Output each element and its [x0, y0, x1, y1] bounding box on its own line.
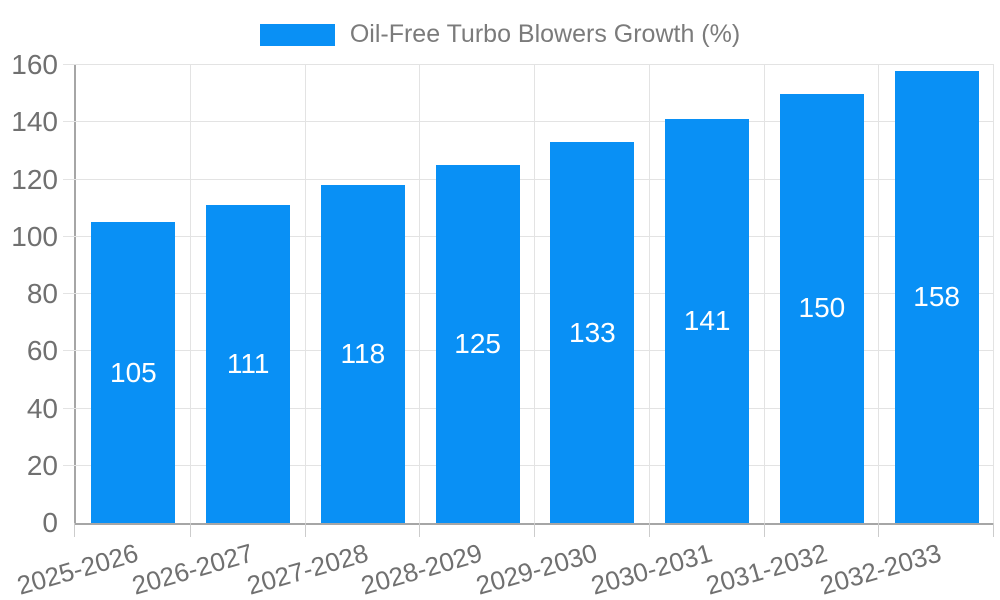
y-gridline [63, 121, 994, 123]
legend-label: Oil-Free Turbo Blowers Growth (%) [349, 20, 741, 48]
x-tick-mark [189, 523, 191, 537]
x-tick-label: 2031-2032 [702, 537, 831, 600]
y-tick-label: 140 [11, 106, 58, 138]
bar-2029-2030[interactable]: 133 [550, 142, 635, 523]
x-tick-label: 2030-2031 [587, 537, 716, 600]
bar-value-label: 111 [226, 348, 270, 380]
bar-2027-2028[interactable]: 118 [320, 185, 405, 523]
x-gridline [419, 65, 421, 523]
legend-swatch-icon [259, 23, 335, 46]
bar-value-label: 150 [798, 292, 846, 324]
x-gridline [763, 65, 765, 523]
y-tick-label: 160 [11, 49, 58, 80]
bar-2026-2027[interactable]: 111 [206, 205, 291, 523]
x-tick-mark [304, 523, 306, 537]
bar-2028-2029[interactable]: 125 [435, 165, 520, 523]
x-tick-mark [878, 523, 880, 537]
y-gridline [63, 407, 994, 409]
x-tick-label: 2027-2028 [243, 537, 372, 600]
bar-value-label: 125 [454, 328, 501, 360]
x-tick-mark [648, 523, 650, 537]
x-gridline [189, 65, 191, 523]
y-tick-label: 60 [26, 335, 58, 367]
y-gridline [63, 64, 994, 65]
x-gridline [534, 65, 535, 523]
bar-value-label: 105 [110, 356, 157, 388]
y-gridline [63, 350, 994, 352]
x-tick-label: 2026-2027 [128, 537, 257, 600]
x-gridline [878, 65, 880, 523]
bar-2031-2032[interactable]: 150 [779, 93, 864, 523]
x-tick-mark [419, 523, 421, 537]
y-tick-label: 20 [26, 449, 58, 481]
legend[interactable]: Oil-Free Turbo Blowers Growth (%) [0, 20, 1000, 49]
x-gridline [304, 65, 306, 523]
bar-value-label: 141 [683, 305, 731, 337]
bar-value-label: 158 [913, 280, 960, 312]
y-gridline [63, 178, 994, 180]
x-tick-label: 2028-2029 [357, 537, 486, 600]
x-tick-mark [534, 523, 535, 537]
y-gridline [63, 464, 994, 466]
y-gridline [63, 293, 994, 294]
y-gridline [63, 235, 994, 237]
y-tick-label: 120 [11, 163, 58, 195]
y-tick-label: 40 [26, 392, 58, 424]
x-tick-label: 2025-2026 [13, 537, 142, 600]
bar-2032-2033[interactable]: 158 [894, 70, 979, 523]
bar-value-label: 133 [569, 316, 616, 348]
x-tick-mark [74, 523, 75, 537]
y-tick-label: 80 [26, 278, 58, 309]
x-gridline [993, 65, 994, 523]
x-tick-mark [763, 523, 765, 537]
x-tick-mark [993, 523, 994, 537]
x-gridline [648, 65, 650, 523]
bar-2025-2026[interactable]: 105 [91, 222, 176, 523]
y-tick-label: 0 [42, 507, 58, 538]
x-tick-label: 2029-2030 [472, 537, 601, 600]
plot-area: 105 111 118 125 133 141 150 158 [63, 64, 994, 537]
bar-2030-2031[interactable]: 141 [665, 119, 750, 523]
bar-value-label: 118 [340, 338, 386, 370]
y-tick-label: 100 [11, 220, 58, 252]
x-tick-label: 2032-2033 [816, 537, 945, 600]
